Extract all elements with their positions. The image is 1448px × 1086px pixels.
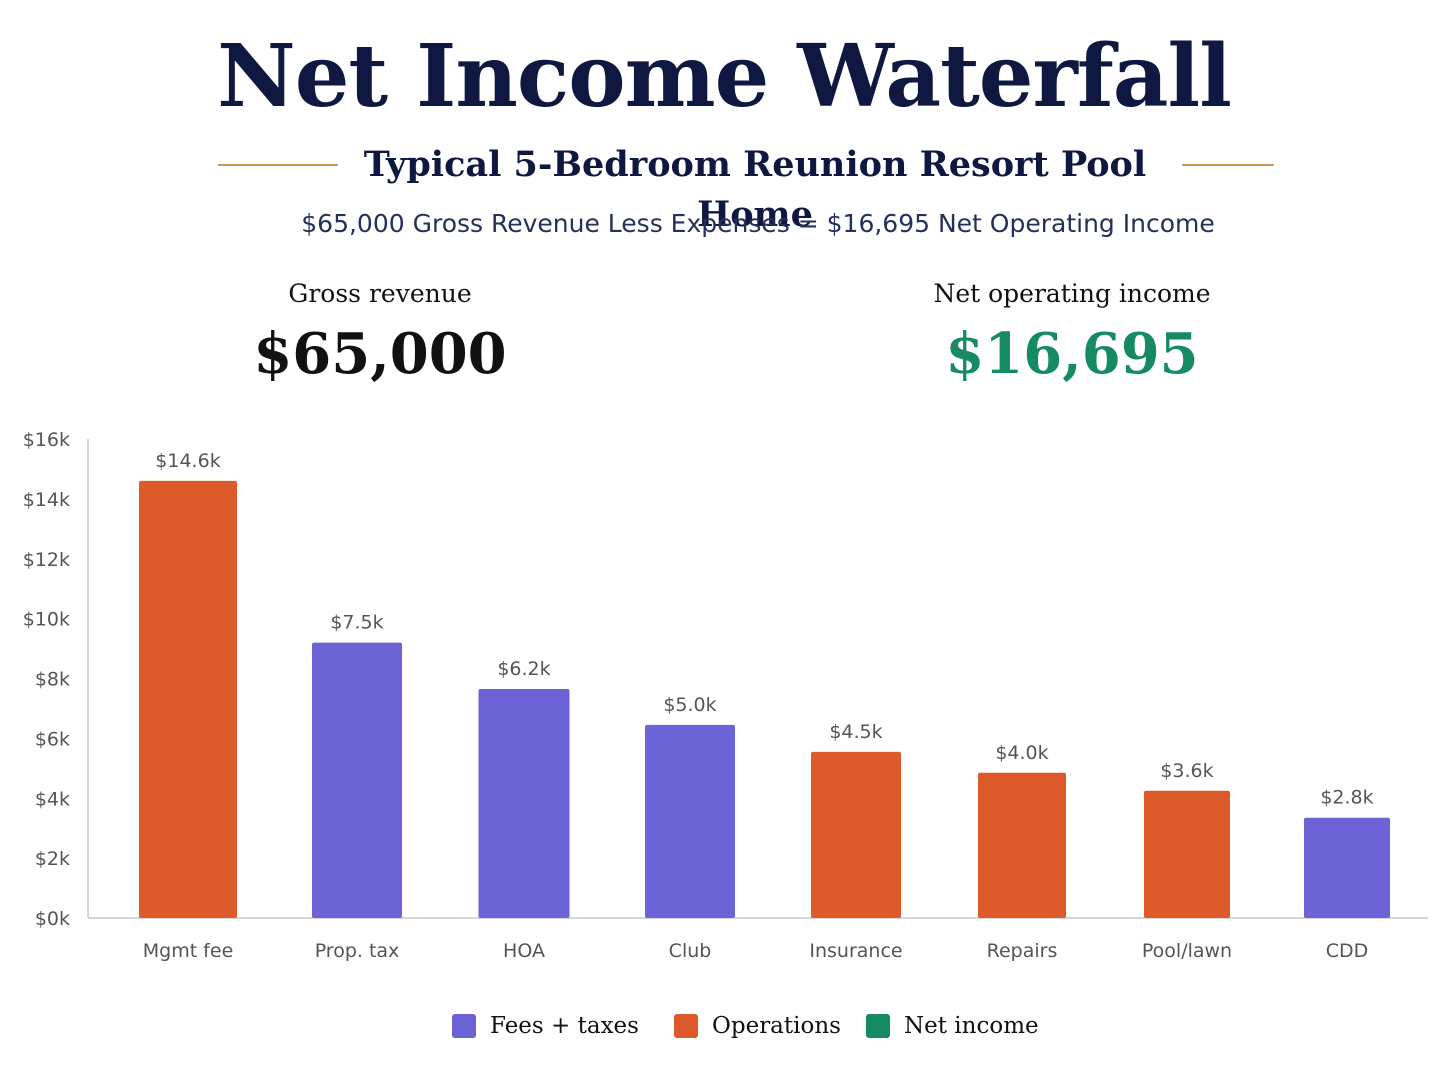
x-tick-label: HOA <box>503 940 545 962</box>
data-label: $5.0k <box>663 694 716 716</box>
legend-label-net: Net income <box>904 1013 1039 1039</box>
y-tick-label: $10k <box>23 609 70 631</box>
bar <box>312 642 402 918</box>
legend-swatch-fees <box>452 1014 476 1038</box>
subtitle-row: Typical 5-Bedroom Reunion Resort Pool Ho… <box>0 140 1448 235</box>
bar <box>811 751 901 918</box>
x-tick-label: Prop. tax <box>315 940 400 962</box>
net-income-kpi: Net operating income $16,695 <box>912 274 1232 394</box>
y-tick-label: $2k <box>35 848 70 870</box>
data-label: $2.8k <box>1320 787 1373 809</box>
legend-swatch-net <box>866 1014 890 1038</box>
bar-chart: $0k $2k $4k $6k $8k $10k $12k $14k $16k $14.6k Mgm… <box>23 429 1428 962</box>
bar <box>978 772 1066 918</box>
y-tick-label: $6k <box>35 728 70 750</box>
subtitle-rule-left <box>218 164 338 166</box>
gross-revenue-value: $65,000 <box>253 321 507 387</box>
net-income-value: $16,695 <box>945 321 1199 387</box>
revenue-formula: $65,000 Gross Revenue Less Expenses = $1… <box>301 209 1215 238</box>
x-tick-label: CDD <box>1326 940 1369 962</box>
subtitle-rule-right <box>1182 164 1274 166</box>
legend-label-operations: Operations <box>712 1013 841 1039</box>
x-tick-label: Pool/lawn <box>1142 940 1232 962</box>
data-label: $4.0k <box>995 742 1048 764</box>
legend-label-fees: Fees + taxes <box>490 1013 639 1039</box>
bar <box>645 724 735 918</box>
gross-revenue-label: Gross revenue <box>288 279 472 308</box>
x-tick-label: Insurance <box>809 940 902 962</box>
y-tick-label: $16k <box>23 429 70 451</box>
bar <box>1144 790 1230 918</box>
y-tick-label: $12k <box>23 549 70 571</box>
x-tick-label: Repairs <box>987 940 1058 962</box>
chart-subtitle: Typical 5-Bedroom Reunion Resort Pool Ho… <box>363 144 1147 235</box>
x-tick-label: Mgmt fee <box>143 940 234 962</box>
legend-swatch-operations <box>674 1014 698 1038</box>
data-label: $4.5k <box>829 721 882 743</box>
x-tick-label: Club <box>669 940 712 962</box>
bar <box>139 480 237 918</box>
chart-legend: Fees + taxes Operations Net income <box>0 1006 1448 1046</box>
bar <box>1304 817 1390 918</box>
y-tick-label: $4k <box>35 788 70 810</box>
data-label: $3.6k <box>1160 760 1213 782</box>
y-tick-label: $0k <box>35 908 70 930</box>
data-label: $14.6k <box>155 450 220 472</box>
gross-revenue-kpi: Gross revenue $65,000 <box>230 274 530 394</box>
y-tick-label: $8k <box>35 669 70 691</box>
data-label: $6.2k <box>497 658 550 680</box>
net-income-label: Net operating income <box>933 279 1211 308</box>
y-tick-label: $14k <box>23 489 70 511</box>
chart-title: Net Income Waterfall <box>217 26 1232 127</box>
bar <box>478 688 570 918</box>
data-label: $7.5k <box>330 612 383 634</box>
